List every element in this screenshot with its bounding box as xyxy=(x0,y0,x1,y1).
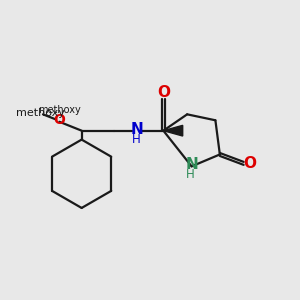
Text: methoxy: methoxy xyxy=(38,105,81,115)
Polygon shape xyxy=(164,125,183,136)
Text: N: N xyxy=(185,158,198,172)
Text: O: O xyxy=(157,85,170,100)
Text: H: H xyxy=(186,168,194,181)
Text: O: O xyxy=(244,156,257,171)
Text: O: O xyxy=(53,113,65,127)
Text: N: N xyxy=(130,122,143,137)
Text: methoxy: methoxy xyxy=(16,108,64,118)
Text: H: H xyxy=(132,133,141,146)
